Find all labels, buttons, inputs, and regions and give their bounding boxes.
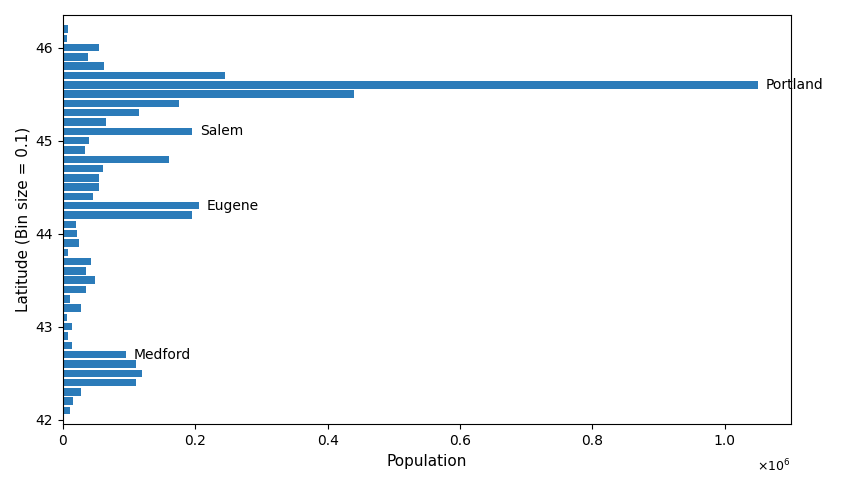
Bar [63, 360, 135, 368]
Text: Portland: Portland [765, 78, 823, 92]
Bar [63, 211, 192, 219]
Bar [63, 146, 85, 154]
Bar [63, 35, 67, 42]
Bar [63, 388, 82, 396]
Bar [63, 109, 139, 117]
Y-axis label: Latitude (Bin size = 0.1): Latitude (Bin size = 0.1) [15, 127, 30, 312]
Bar [63, 314, 67, 321]
Text: Eugene: Eugene [207, 199, 259, 213]
Bar [63, 407, 70, 414]
Bar [63, 165, 103, 172]
Bar [63, 230, 77, 238]
Bar [63, 277, 95, 284]
Bar [63, 239, 79, 247]
Bar [63, 72, 225, 79]
Bar [63, 304, 82, 312]
Bar [63, 63, 104, 70]
Bar [63, 100, 178, 107]
Bar [63, 128, 192, 135]
Bar [63, 90, 354, 98]
Bar [63, 295, 70, 303]
Bar [63, 379, 135, 386]
Bar [63, 342, 72, 349]
Bar [63, 248, 68, 256]
Bar [63, 137, 89, 144]
Bar [63, 156, 169, 163]
Bar [63, 323, 72, 330]
Bar [63, 25, 68, 33]
Bar [63, 44, 99, 52]
Bar [63, 81, 758, 88]
Bar [63, 351, 126, 358]
Bar [63, 193, 93, 200]
Bar [63, 183, 99, 191]
Bar [63, 118, 106, 126]
Bar [63, 398, 73, 405]
Bar [63, 174, 99, 182]
Bar [63, 258, 91, 265]
Text: Salem: Salem [200, 124, 243, 139]
X-axis label: Population: Population [387, 454, 467, 469]
Bar [63, 332, 68, 340]
Bar [63, 267, 86, 275]
Bar [63, 286, 86, 293]
Bar [63, 369, 142, 377]
Bar [63, 53, 88, 61]
Text: $\times10^6$: $\times10^6$ [757, 457, 791, 474]
Bar [63, 221, 77, 228]
Bar [63, 202, 198, 209]
Text: Medford: Medford [134, 347, 191, 362]
